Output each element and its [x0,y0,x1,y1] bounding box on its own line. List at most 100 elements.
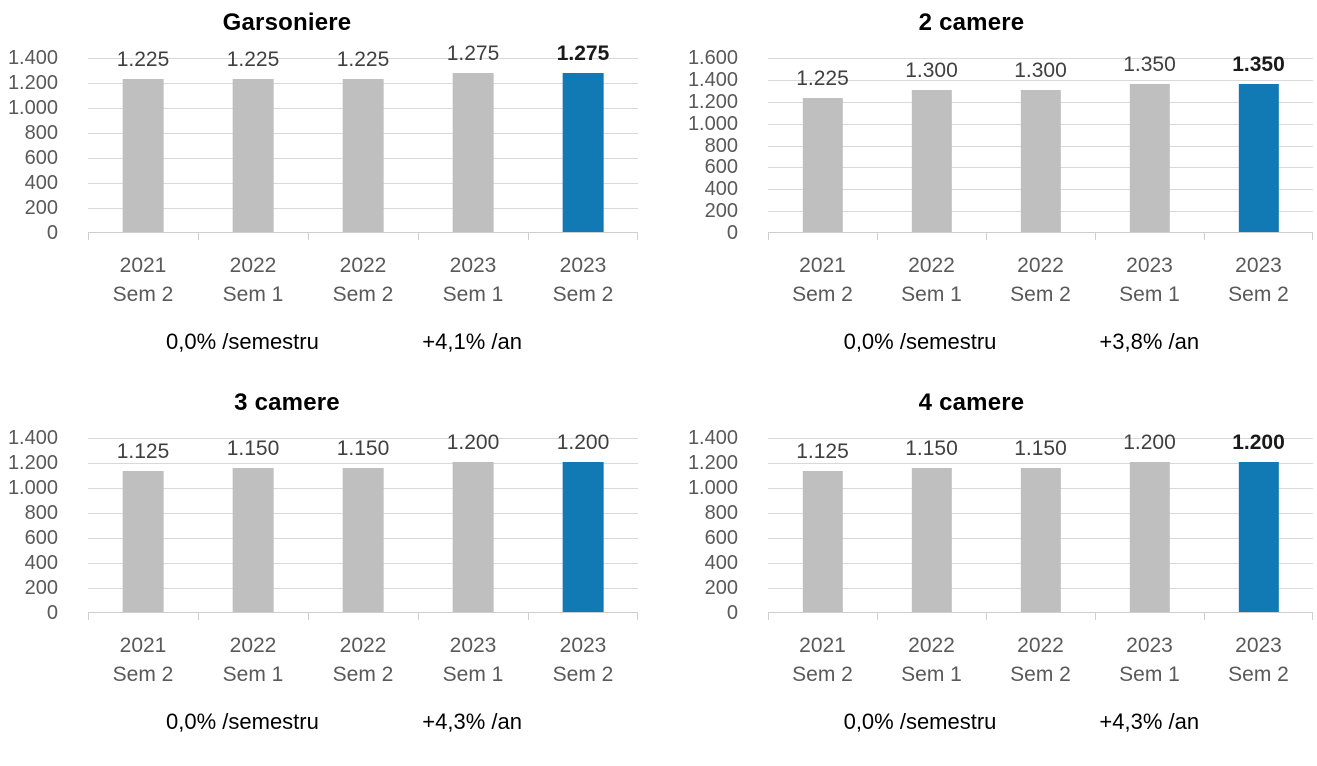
category-semester: Sem 2 [1010,663,1071,686]
x-axis-tick-mark [768,613,769,620]
gridline [768,58,1313,59]
bar-chart: 1.400 1.200 1.000 800 600 400 200 0 1.225 1.225 1… [0,43,638,309]
gridline [88,58,638,59]
category-semester: Sem 2 [1228,663,1289,686]
gridline [88,438,638,439]
plot-area: 1.225 1.300 1.300 1.350 1.350 [768,54,1313,233]
chart-title: 3 camere [234,389,340,416]
category-semester: Sem 2 [1010,283,1071,306]
plot-wrap: 1.225 1.300 1.300 1.350 1.350 2021 Sem 2 2022 S… [768,54,1313,309]
bar-value-label: 1.150 [336,437,390,460]
bar-value-label: 1.300 [1014,59,1067,82]
category-semester: Sem 1 [222,663,284,686]
category-semester: Sem 1 [901,283,962,306]
y-axis-tick-label: 800 [704,134,738,157]
bar [1020,468,1061,612]
bar-value-label: 1.150 [905,437,958,460]
annotations: 0,0% /semestru +4,3% /an [0,707,638,737]
bar-slot: 1.300 [877,58,986,232]
bar-value-label: 1.275 [556,42,610,65]
category-semester: Sem 2 [112,663,174,686]
y-axis-tick-label: 1.200 [7,452,58,474]
y-axis-tick-label: 400 [704,552,738,574]
annotations: 0,0% /semestru +4,3% /an [658,707,1313,737]
bar [802,471,843,612]
x-axis-tick-mark [986,233,987,240]
bar [342,468,384,612]
bar-slot: 1.350 [1095,54,1204,232]
y-axis-tick-label: 1.200 [7,72,58,94]
bar [562,73,604,232]
gridline [768,463,1313,464]
x-axis-category-label: 2023 Sem 2 [1204,631,1313,689]
category-year: 2022 [229,634,277,657]
x-axis-ticks [768,613,1313,621]
y-axis-tick-label: 1.400 [687,427,738,449]
x-axis-category-label: 2022 Sem 2 [986,631,1095,689]
x-axis-category-label: 2023 Sem 1 [418,631,528,689]
bar-slot: 1.300 [986,58,1095,232]
bar-value-label: 1.150 [1014,437,1067,460]
bar-slot: 1.200 [418,432,528,612]
x-axis-tick-mark [528,233,529,240]
y-axis-tick-label: 1.000 [687,112,738,135]
x-axis-tick-mark [308,233,309,240]
x-axis-labels: 2021 Sem 2 2022 Sem 1 2022 Sem 2 2023 Sem 1 2023… [88,631,638,689]
x-axis-tick-mark [308,613,309,620]
category-semester: Sem 1 [222,283,284,306]
x-axis-category-label: 2023 Sem 2 [1204,251,1313,309]
semester-change-label: 0,0% /semestru [843,709,997,734]
category-semester: Sem 1 [901,663,962,686]
bar [122,471,164,612]
bar [452,462,494,612]
plot-wrap: 1.125 1.150 1.150 1.200 1.200 2021 Sem 2 2022 S… [88,432,638,689]
y-axis-tick-label: 200 [24,197,58,219]
bar-slot: 1.200 [1204,432,1313,612]
bar-chart: 1.600 1.400 1.200 1.000 800 600 400 200 0 1.225 1… [658,47,1313,309]
category-year: 2023 [1126,254,1173,277]
bar-slot: 1.275 [528,43,638,232]
x-axis-category-label: 2023 Sem 2 [528,251,638,309]
x-axis-tick-mark [1204,613,1205,620]
y-axis: 1.400 1.200 1.000 800 600 400 200 0 [0,427,88,689]
chart-title: Garsoniere [222,9,352,36]
bar [342,79,384,232]
y-axis-tick-label: 400 [704,178,738,201]
x-axis-category-label: 2022 Sem 1 [877,631,986,689]
category-year: 2023 [559,254,607,277]
bar-value-label: 1.350 [1123,53,1176,76]
x-axis-category-label: 2021 Sem 2 [768,251,877,309]
bar [122,79,164,232]
y-axis-tick-label: 600 [24,527,58,549]
y-axis-tick-label: 400 [24,172,58,194]
bar [232,79,274,232]
x-axis-category-label: 2022 Sem 2 [308,251,418,309]
bar-value-label: 1.225 [116,48,170,71]
x-axis-tick-mark [1312,233,1313,240]
category-semester: Sem 2 [332,663,394,686]
y-axis: 1.400 1.200 1.000 800 600 400 200 0 [0,47,88,309]
bar-value-label: 1.225 [336,48,390,71]
bar-value-label: 1.350 [1232,53,1285,76]
category-year: 2021 [799,254,846,277]
x-axis-category-label: 2023 Sem 1 [418,251,528,309]
bar-slot: 1.150 [877,438,986,612]
category-semester: Sem 2 [792,283,853,306]
bar-chart: 1.400 1.200 1.000 800 600 400 200 0 1.125 1.150 1… [658,427,1313,689]
category-semester: Sem 2 [332,283,394,306]
bar [562,462,604,612]
category-year: 2023 [449,634,497,657]
x-axis-category-label: 2022 Sem 1 [198,631,308,689]
gridline [768,80,1313,81]
category-semester: Sem 1 [1119,663,1180,686]
plot-wrap: 1.125 1.150 1.150 1.200 1.200 2021 Sem 2 2022 S… [768,432,1313,689]
bar-value-label: 1.200 [1232,431,1285,454]
bar [911,90,952,232]
annual-change-label: +4,1% /an [422,329,522,354]
bar-slot: 1.225 [198,49,308,232]
x-axis-ticks [768,233,1313,241]
bar-slot: 1.275 [418,43,528,232]
semester-change-label: 0,0% /semestru [166,329,319,354]
y-axis-tick-label: 800 [24,502,58,524]
